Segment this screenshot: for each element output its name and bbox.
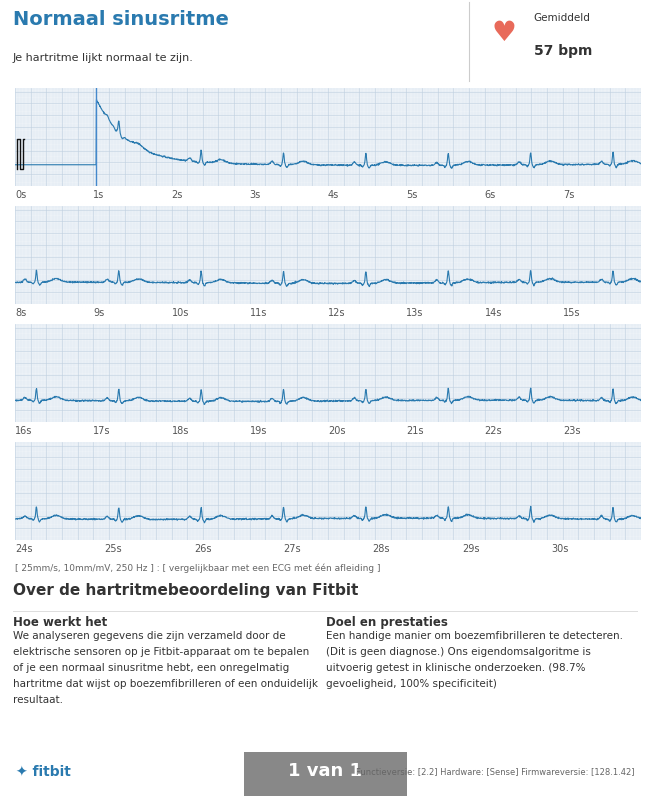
Text: 28s: 28s	[373, 543, 390, 554]
Text: 15s: 15s	[562, 307, 580, 318]
Text: Je hartritme lijkt normaal te zijn.: Je hartritme lijkt normaal te zijn.	[13, 53, 194, 62]
Text: 29s: 29s	[462, 543, 480, 554]
Text: 4s: 4s	[328, 190, 339, 199]
Text: 12s: 12s	[328, 307, 346, 318]
Text: 8s: 8s	[15, 307, 26, 318]
Text: [ 25mm/s, 10mm/mV, 250 Hz ] : [ vergelijkbaar met een ECG met één afleiding ]: [ 25mm/s, 10mm/mV, 250 Hz ] : [ vergelij…	[15, 563, 380, 573]
Text: ✦ fitbit: ✦ fitbit	[16, 765, 71, 778]
Text: 30s: 30s	[551, 543, 569, 554]
Text: 26s: 26s	[194, 543, 212, 554]
Text: resultaat.: resultaat.	[13, 694, 63, 705]
Text: 27s: 27s	[283, 543, 301, 554]
Text: gevoeligheid, 100% specificiteit): gevoeligheid, 100% specificiteit)	[326, 678, 496, 689]
Text: 23s: 23s	[562, 426, 580, 435]
Text: 2s: 2s	[171, 190, 183, 199]
Text: 1s: 1s	[93, 190, 105, 199]
Text: uitvoerig getest in klinische onderzoeken. (98.7%: uitvoerig getest in klinische onderzoeke…	[326, 663, 585, 673]
Text: of je een normaal sinusritme hebt, een onregelmatig: of je een normaal sinusritme hebt, een o…	[13, 663, 289, 673]
Text: Doel en prestaties: Doel en prestaties	[326, 616, 447, 629]
Text: 24s: 24s	[15, 543, 33, 554]
Text: 57 bpm: 57 bpm	[534, 44, 592, 58]
Text: We analyseren gegevens die zijn verzameld door de: We analyseren gegevens die zijn verzamel…	[13, 631, 286, 641]
Text: 14s: 14s	[484, 307, 502, 318]
Text: Gemiddeld: Gemiddeld	[534, 13, 590, 22]
Text: 21s: 21s	[406, 426, 424, 435]
Text: 5s: 5s	[406, 190, 418, 199]
Text: Een handige manier om boezemfibrilleren te detecteren.: Een handige manier om boezemfibrilleren …	[326, 631, 622, 641]
Text: ♥: ♥	[492, 18, 516, 46]
Text: 3s: 3s	[250, 190, 261, 199]
Text: Over de hartritmebeoordeling van Fitbit: Over de hartritmebeoordeling van Fitbit	[13, 582, 359, 598]
Text: 7s: 7s	[562, 190, 574, 199]
Text: 22s: 22s	[484, 426, 502, 435]
Text: 18s: 18s	[171, 426, 189, 435]
Text: Functieversie: [2.2] Hardware: [Sense] Firmwareversie: [128.1.42]: Functieversie: [2.2] Hardware: [Sense] F…	[356, 767, 635, 776]
Text: 17s: 17s	[93, 426, 111, 435]
Text: Normaal sinusritme: Normaal sinusritme	[13, 10, 229, 30]
FancyBboxPatch shape	[244, 752, 407, 796]
Text: 13s: 13s	[406, 307, 424, 318]
Text: 19s: 19s	[250, 426, 267, 435]
Text: Hoe werkt het: Hoe werkt het	[13, 616, 107, 629]
Text: 25s: 25s	[104, 543, 122, 554]
Text: 11s: 11s	[250, 307, 267, 318]
Text: hartritme dat wijst op boezemfibrilleren of een onduidelijk: hartritme dat wijst op boezemfibrilleren…	[13, 678, 318, 689]
Text: 0s: 0s	[15, 190, 26, 199]
Text: elektrische sensoren op je Fitbit-apparaat om te bepalen: elektrische sensoren op je Fitbit-appara…	[13, 647, 309, 657]
Text: (Dit is geen diagnose.) Ons eigendomsalgoritme is: (Dit is geen diagnose.) Ons eigendomsalg…	[326, 647, 590, 657]
Text: 20s: 20s	[328, 426, 346, 435]
Text: 9s: 9s	[93, 307, 105, 318]
Text: 6s: 6s	[484, 190, 496, 199]
Text: 10s: 10s	[171, 307, 189, 318]
Text: 1 van 1: 1 van 1	[288, 762, 363, 781]
Text: 16s: 16s	[15, 426, 33, 435]
